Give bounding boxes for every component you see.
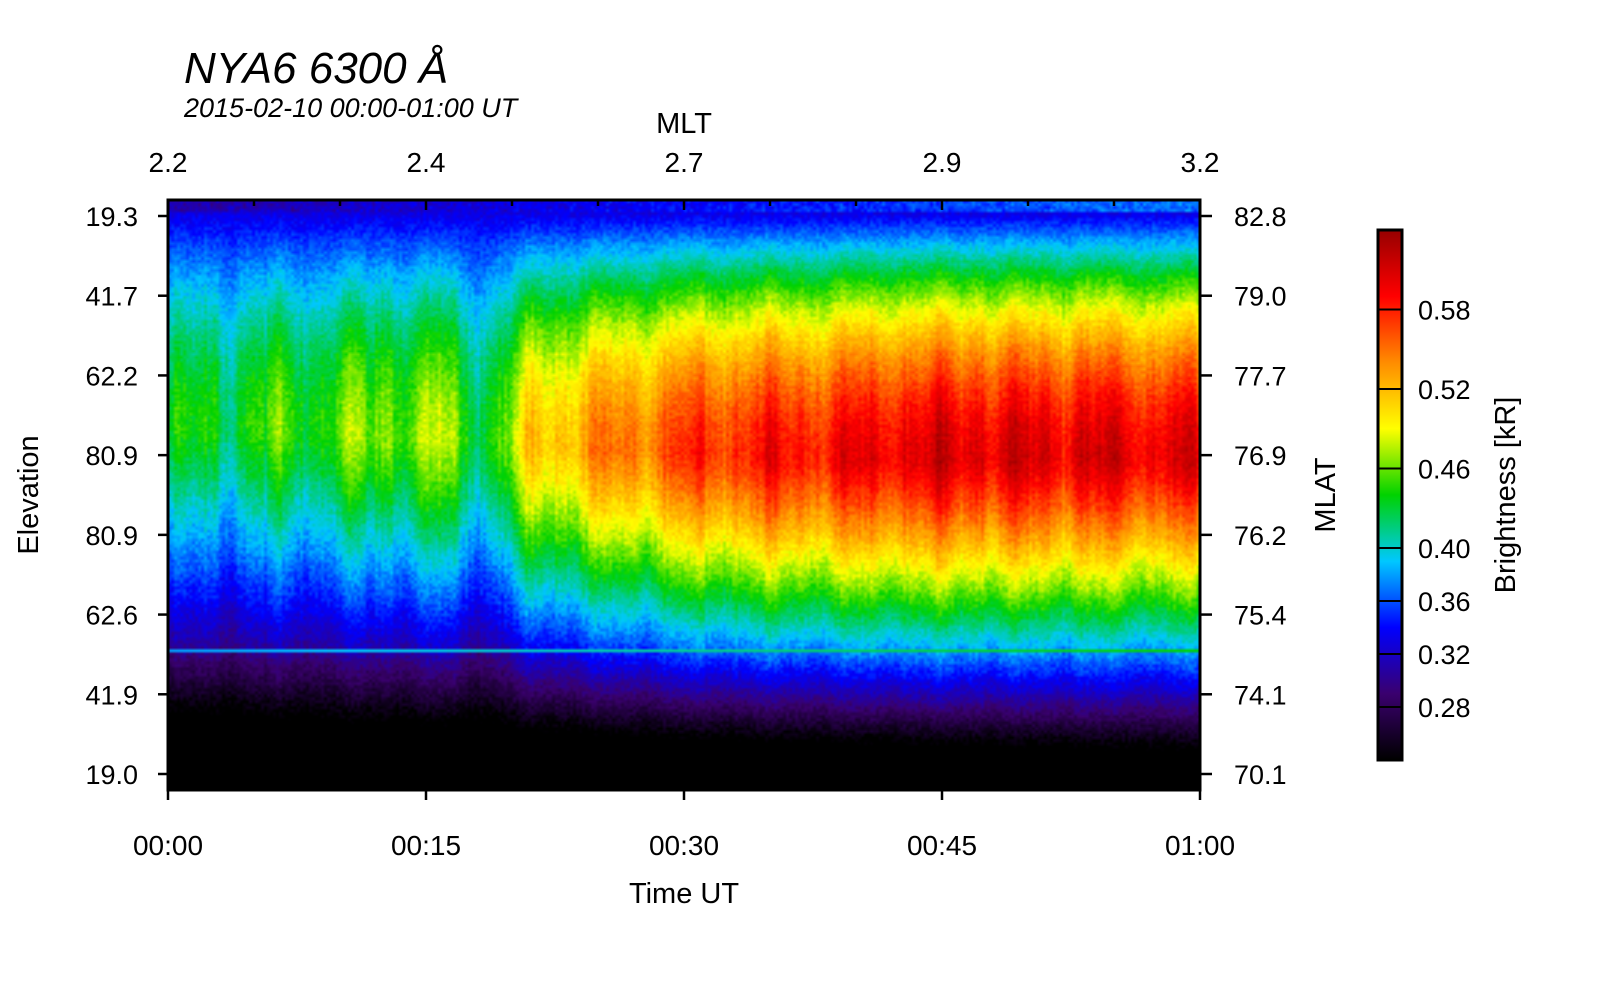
x-tick-label: 00:00	[133, 830, 203, 861]
right-tick-label: 76.2	[1234, 521, 1287, 551]
x-axis-label: Time UT	[629, 878, 739, 910]
colorbar-label: Brightness [kR]	[1490, 397, 1522, 594]
x-tick-label: 00:30	[649, 830, 719, 861]
colorbar-ticks: 0.28 0.32 0.36 0.40 0.46 0.52 0.58	[1378, 296, 1471, 723]
chart-title: NYA6 6300 Å	[184, 44, 449, 93]
colorbar	[1376, 228, 1404, 762]
heatmap-image	[168, 200, 1200, 790]
top-tick-label: 2.7	[665, 147, 704, 178]
right-tick-label: 82.8	[1234, 202, 1287, 232]
left-tick-label: 41.7	[85, 282, 138, 312]
colorbar-tick-label: 0.40	[1418, 534, 1471, 564]
top-tick-label: 2.2	[149, 147, 188, 178]
left-tick-label: 62.6	[85, 601, 138, 631]
y-axis-label: Elevation	[13, 435, 45, 554]
left-tick-label: 19.3	[85, 202, 138, 232]
right-tick-label: 77.7	[1234, 361, 1287, 391]
colorbar-tick-label: 0.28	[1418, 693, 1471, 723]
top-axis-ticks: 2.2 2.4 2.7 2.9 3.2	[149, 147, 1220, 210]
right-tick-label: 79.0	[1234, 282, 1287, 312]
left-tick-label: 80.9	[85, 521, 138, 551]
right-axis-label: MLAT	[1310, 457, 1342, 532]
right-tick-label: 74.1	[1234, 680, 1287, 710]
top-tick-label: 2.4	[407, 147, 446, 178]
colorbar-tick-label: 0.36	[1418, 587, 1471, 617]
right-tick-label: 76.9	[1234, 441, 1287, 471]
right-axis-ticks: 82.8 79.0 77.7 76.9 76.2 75.4 74.1 70.1	[1200, 202, 1287, 790]
colorbar-tick-label: 0.32	[1418, 640, 1471, 670]
top-tick-label: 2.9	[923, 147, 962, 178]
left-tick-label: 41.9	[85, 680, 138, 710]
colorbar-tick-label: 0.58	[1418, 296, 1471, 326]
colorbar-tick-label: 0.52	[1418, 375, 1471, 405]
x-axis-ticks: 00:00 00:15 00:30 00:45 01:00	[133, 783, 1235, 861]
left-tick-label: 80.9	[85, 441, 138, 471]
x-tick-label: 01:00	[1165, 830, 1235, 861]
left-axis-ticks: 19.3 41.7 62.2 80.9 80.9 62.6 41.9 19.0	[85, 202, 168, 790]
top-axis-label: MLT	[656, 108, 712, 140]
x-tick-label: 00:45	[907, 830, 977, 861]
right-tick-label: 70.1	[1234, 760, 1287, 790]
colorbar-tick-label: 0.46	[1418, 455, 1471, 485]
chart-subtitle: 2015-02-10 00:00-01:00 UT	[184, 93, 518, 123]
right-tick-label: 75.4	[1234, 601, 1287, 631]
left-tick-label: 19.0	[85, 760, 138, 790]
top-tick-label: 3.2	[1181, 147, 1220, 178]
x-tick-label: 00:15	[391, 830, 461, 861]
left-tick-label: 62.2	[85, 361, 138, 391]
